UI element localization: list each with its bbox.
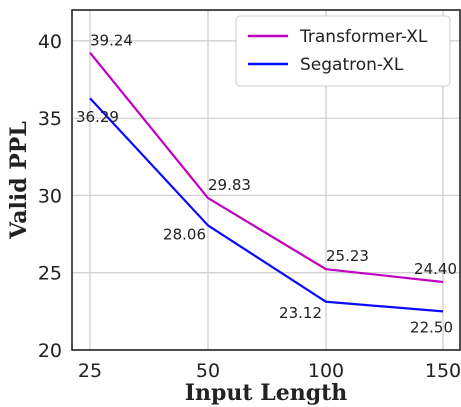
data-label-transformer-xl-50: 29.83 [208,176,251,194]
legend-label-transformer-xl: Transformer-XL [299,27,428,47]
y-tick-label-40: 40 [38,31,62,53]
legend: Transformer-XL Segatron-XL [235,15,451,87]
data-labels: 39.24 29.83 25.23 24.40 36.29 28.06 23.12 22.50 [76,32,457,337]
data-label-transformer-xl-150: 24.40 [414,260,457,278]
legend-box [235,15,451,87]
y-tick-label-25: 25 [38,263,62,285]
series-line-transformer-xl [89,51,444,284]
plot-frame [71,9,461,351]
x-tick-label-25: 25 [78,360,102,382]
x-tick-label-150: 150 [425,360,461,382]
series-line-segatron-xl [89,97,444,313]
x-tick-label-100: 100 [308,360,344,382]
y-tick-label-30: 30 [38,185,62,207]
y-axis-title: Valid PPL [6,121,32,240]
series-layer [89,51,444,313]
data-label-segatron-xl-50: 28.06 [163,225,206,243]
data-label-segatron-xl-100: 23.12 [279,304,322,322]
x-tick-label-50: 50 [196,360,220,382]
legend-label-segatron-xl: Segatron-XL [300,55,404,75]
data-label-transformer-xl-100: 25.23 [326,247,369,265]
y-tick-labels: 20 25 30 35 40 [38,31,62,362]
x-tick-labels: 25 50 100 150 [78,360,461,382]
x-axis-title: Input Length [185,380,348,406]
data-label-segatron-xl-25: 36.29 [76,108,119,126]
y-tick-label-35: 35 [38,108,62,130]
y-tick-label-20: 20 [38,340,62,362]
data-label-segatron-xl-150: 22.50 [410,318,453,336]
data-label-transformer-xl-25: 39.24 [90,32,133,50]
